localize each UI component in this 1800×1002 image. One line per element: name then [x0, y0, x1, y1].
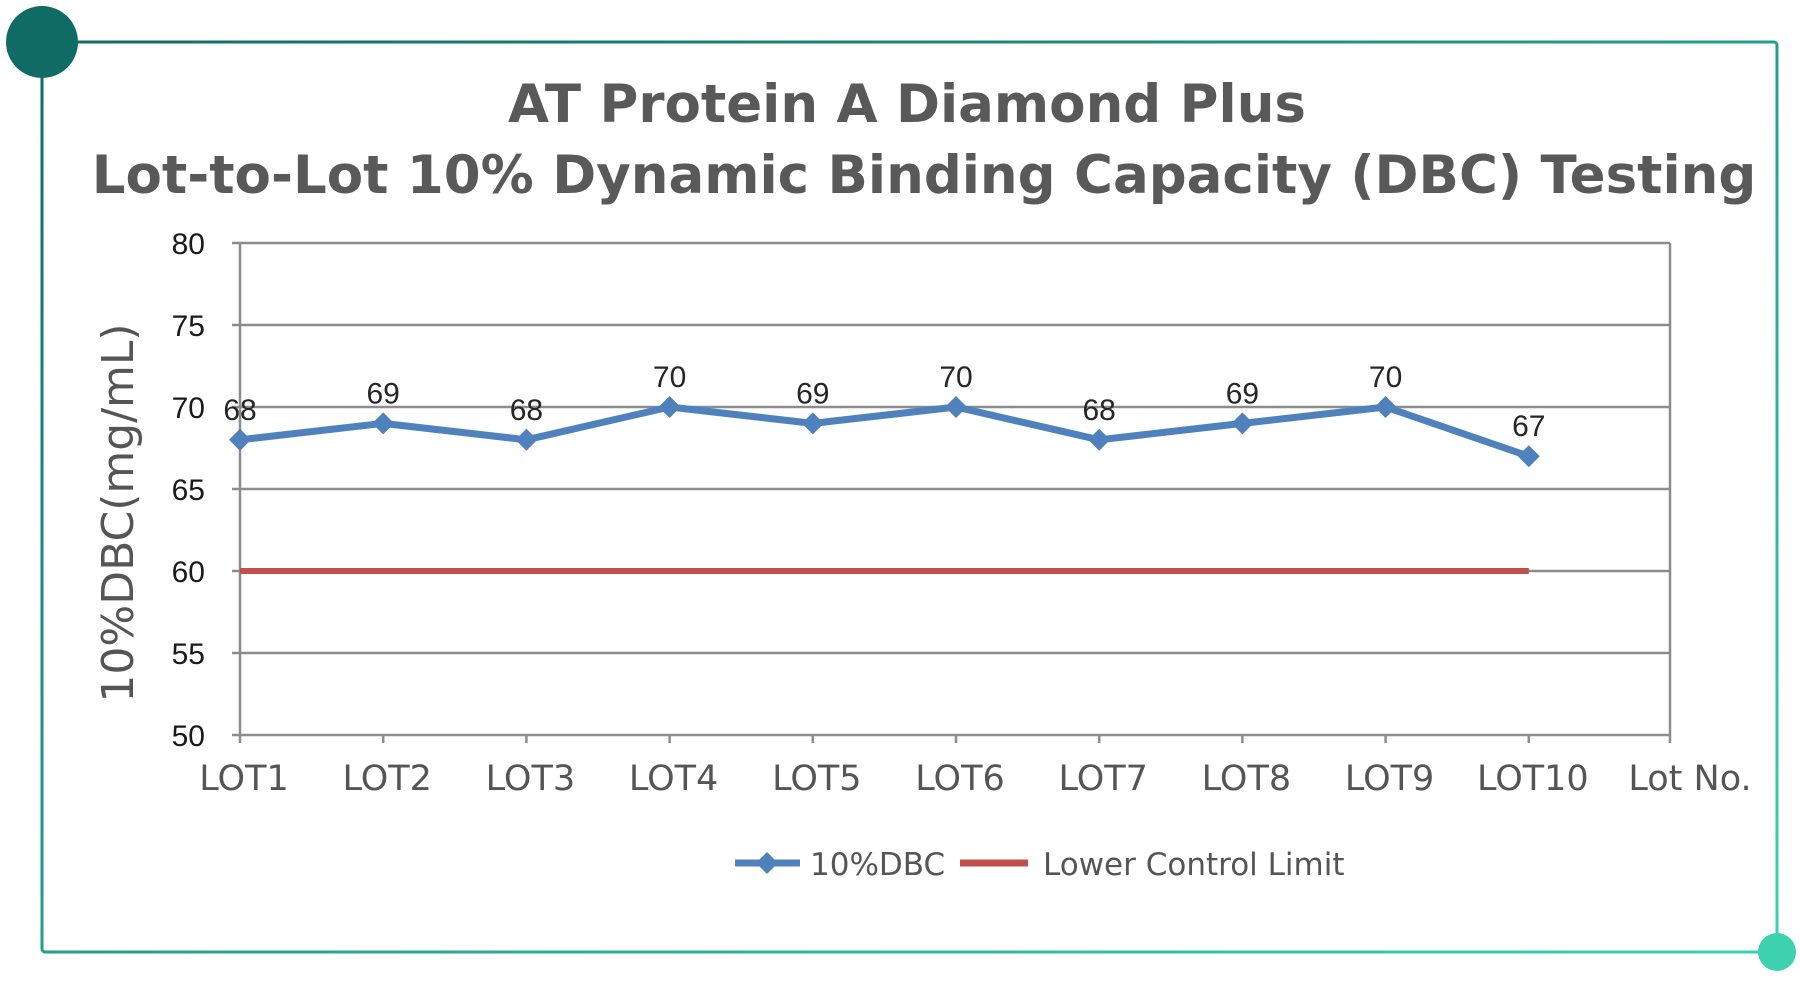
legend-marker-dbc	[756, 852, 778, 874]
gridlines	[232, 241, 1670, 737]
x-tick-label-LOT8: LOT8	[1202, 759, 1291, 799]
data-label-LOT6: 70	[939, 361, 972, 394]
data-label-LOT5: 69	[796, 377, 829, 410]
legend-label-dbc: 10%DBC	[810, 847, 945, 883]
x-tick-label-LOT3: LOT3	[486, 759, 575, 799]
frame-dot-bottom-right	[1758, 933, 1796, 971]
x-axis-title: Lot No.	[1628, 759, 1751, 799]
x-tick-label-LOT10: LOT10	[1477, 759, 1589, 799]
data-point-LOT8	[1231, 412, 1254, 435]
data-label-LOT4: 70	[653, 361, 686, 394]
data-point-LOT3	[515, 428, 538, 451]
data-point-LOT6	[945, 396, 967, 418]
x-tick-label-LOT1: LOT1	[199, 759, 288, 799]
data-point-LOT10	[1517, 445, 1540, 468]
data-point-LOT5	[801, 412, 824, 435]
data-label-LOT3: 68	[510, 394, 543, 427]
axes	[238, 243, 1672, 743]
y-tick-label-70: 70	[172, 392, 205, 425]
x-tick-label-LOT9: LOT9	[1345, 759, 1434, 799]
data-point-LOT7	[1088, 428, 1111, 451]
data-label-LOT10: 67	[1512, 410, 1545, 443]
series-line-10pct-dbc	[239, 403, 1530, 460]
x-axis-ticks: LOT1 LOT2 LOT3 LOT4 LOT5 LOT6 LOT7 LOT8 LOT9 LOT1…	[199, 735, 1589, 799]
data-label-LOT9: 70	[1369, 361, 1402, 394]
chart-title-line1: AT Protein A Diamond Plus	[508, 74, 1306, 135]
data-point-LOT2	[372, 412, 395, 435]
x-tick-label-LOT7: LOT7	[1058, 759, 1147, 799]
frame-border	[40, 40, 1779, 954]
data-label-LOT8: 69	[1226, 377, 1259, 410]
data-point-LOT9	[1374, 396, 1397, 418]
x-tick-label-LOT4: LOT4	[629, 759, 718, 799]
data-label-LOT2: 69	[367, 377, 400, 410]
data-point-LOT1	[229, 428, 251, 451]
x-tick-label-LOT6: LOT6	[915, 759, 1004, 799]
legend: 10%DBC Lower Control Limit	[735, 847, 1344, 883]
data-point-LOT4	[658, 396, 681, 418]
y-tick-label-60: 60	[172, 556, 205, 589]
y-tick-label-55: 55	[172, 638, 205, 671]
data-labels: 68 69 68 70 69 70 68 69 70 67	[223, 361, 1545, 443]
data-label-LOT7: 68	[1083, 394, 1116, 427]
y-tick-label-50: 50	[172, 720, 205, 753]
series	[229, 396, 1540, 574]
y-axis-ticks: 50 55 60 65 70 75 80	[172, 228, 205, 753]
y-tick-label-65: 65	[172, 474, 205, 507]
chart-title-line2: Lot-to-Lot 10% Dynamic Binding Capacity …	[92, 145, 1757, 206]
x-tick-label-LOT2: LOT2	[342, 759, 431, 799]
y-axis-title: 10%DBC(mg/mL)	[93, 323, 144, 702]
x-tick-label-LOT5: LOT5	[772, 759, 861, 799]
legend-label-lcl: Lower Control Limit	[1043, 847, 1344, 883]
y-tick-label-80: 80	[172, 228, 205, 261]
y-tick-label-75: 75	[172, 310, 205, 343]
frame-dot-top-left	[6, 6, 78, 78]
data-label-LOT1: 68	[223, 394, 256, 427]
